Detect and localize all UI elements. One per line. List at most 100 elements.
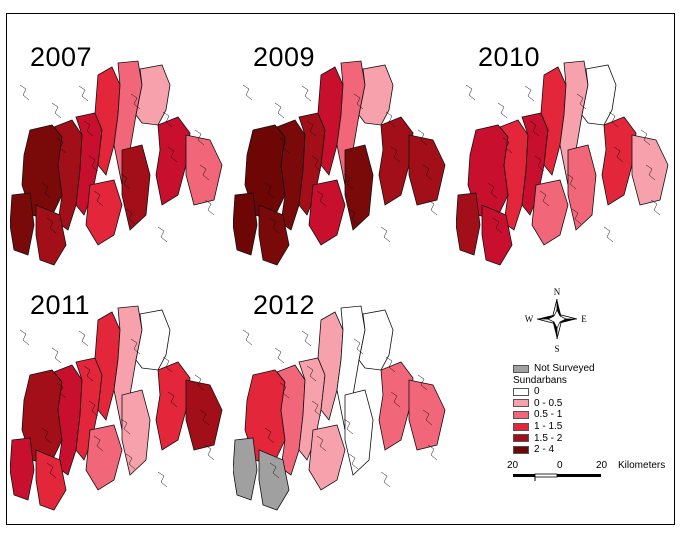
region-boundary	[51, 102, 62, 119]
region-boundary	[311, 400, 322, 417]
legend-label: 0 - 0.5	[534, 397, 563, 409]
region-boundary	[83, 120, 94, 137]
region-boundary	[56, 382, 67, 399]
region-boundary	[157, 226, 168, 243]
region-boundary	[385, 111, 396, 128]
region-boundary	[380, 471, 391, 488]
legend-row-not-surveyed: Not Surveyed	[513, 363, 595, 375]
region-boundary	[269, 217, 280, 234]
region-boundary	[301, 330, 312, 347]
region-boundary	[46, 462, 57, 479]
region-boundary	[534, 155, 545, 172]
region-boundary	[417, 374, 428, 391]
map-region	[308, 424, 346, 491]
region-boundary	[316, 435, 327, 452]
region-boundary	[88, 400, 99, 417]
region-boundary	[130, 93, 141, 110]
map-region	[567, 144, 597, 231]
map-region	[35, 204, 67, 266]
region-boundary	[422, 409, 433, 426]
legend-swatch	[513, 434, 529, 443]
map-region	[155, 361, 191, 451]
region-boundary	[88, 155, 99, 172]
region-boundary	[41, 427, 52, 444]
legend-row: 0.5 - 1	[513, 409, 595, 421]
region-boundary	[120, 418, 131, 435]
map-region	[317, 311, 344, 421]
region-boundary	[279, 137, 290, 154]
region-boundary	[613, 146, 624, 163]
region-boundary	[524, 85, 535, 102]
region-boundary	[306, 365, 317, 382]
scale-bar-graphic	[513, 473, 601, 481]
legend-swatch	[513, 445, 529, 454]
map-region	[344, 144, 374, 231]
region-boundary	[199, 164, 210, 181]
map-region	[121, 389, 151, 476]
region-boundary	[93, 190, 104, 207]
legend-row: 2 - 4	[513, 444, 595, 456]
region-boundary	[390, 391, 401, 408]
scale-label-mid: 0	[557, 460, 563, 471]
legend-title: Sundarbans	[513, 374, 567, 386]
legend-swatch	[513, 422, 529, 431]
region-boundary	[274, 347, 285, 364]
region-boundary	[279, 382, 290, 399]
scale-label-right: 20	[596, 460, 608, 471]
region-boundary	[167, 391, 178, 408]
region-boundary	[640, 129, 651, 146]
region-boundary	[269, 462, 280, 479]
map-region	[317, 66, 344, 176]
map-region	[378, 361, 414, 451]
scale-bar: 20 0 20 Kilometers	[503, 460, 673, 488]
region-boundary	[78, 330, 89, 347]
legend-swatch	[513, 399, 529, 408]
region-boundary	[264, 182, 275, 199]
map-region	[601, 116, 637, 206]
region-boundary	[343, 418, 354, 435]
map-region	[540, 66, 567, 176]
map-panel-2012	[233, 305, 446, 511]
region-boundary	[162, 111, 173, 128]
region-boundary	[502, 137, 513, 154]
map-panel-2011	[10, 305, 223, 511]
region-boundary	[353, 93, 364, 110]
region-boundary	[19, 84, 30, 101]
region-boundary	[78, 85, 89, 102]
map-region	[631, 134, 669, 206]
region-boundary	[603, 226, 614, 243]
year-label-2010: 2010	[478, 42, 541, 72]
map-region	[456, 192, 481, 256]
region-boundary	[46, 217, 57, 234]
map-region	[481, 204, 513, 266]
region-boundary	[571, 208, 582, 225]
region-boundary	[199, 409, 210, 426]
region-boundary	[19, 329, 30, 346]
map-region	[276, 119, 306, 231]
map-region	[408, 134, 446, 206]
map-region	[135, 309, 171, 371]
region-boundary	[125, 208, 136, 225]
map-region	[155, 116, 191, 206]
legend-label: 0.5 - 1	[534, 409, 563, 421]
region-boundary	[645, 164, 656, 181]
region-boundary	[417, 129, 428, 146]
map-region	[10, 192, 35, 256]
region-boundary	[529, 120, 540, 137]
region-boundary	[167, 146, 178, 163]
map-region	[499, 119, 529, 231]
legend-swatch-not-surveyed	[513, 364, 529, 373]
region-boundary	[316, 190, 327, 207]
legend-swatch	[513, 410, 529, 419]
region-boundary	[204, 199, 215, 216]
region-boundary	[487, 182, 498, 199]
map-region	[276, 364, 306, 476]
region-boundary	[56, 137, 67, 154]
map-region	[308, 179, 346, 246]
region-boundary	[125, 453, 136, 470]
region-boundary	[83, 365, 94, 382]
region-boundary	[390, 146, 401, 163]
region-boundary	[242, 84, 253, 101]
